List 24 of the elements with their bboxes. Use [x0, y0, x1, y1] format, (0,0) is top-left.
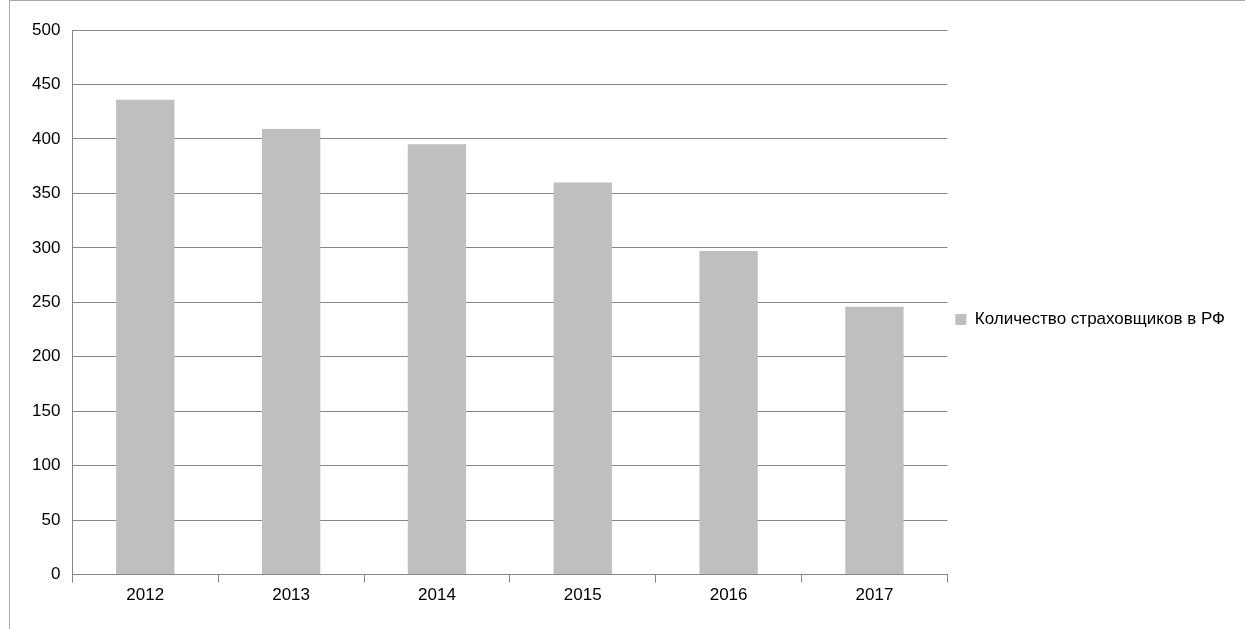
bar [699, 251, 758, 575]
y-tick-label: 50 [41, 509, 61, 529]
y-tick-label: 400 [31, 128, 61, 148]
x-tick-label: 2012 [126, 585, 165, 605]
bar [553, 182, 612, 575]
x-tick-label: 2017 [855, 585, 894, 605]
bar [261, 129, 321, 575]
y-tick-label: 250 [31, 291, 61, 311]
y-tick-label: 500 [31, 19, 61, 39]
y-tick-label: 450 [31, 74, 61, 94]
y-tick-label: 350 [31, 183, 61, 203]
y-tick-label: 200 [31, 346, 61, 366]
legend-label: Количество страховщиков в РФ [974, 309, 1225, 329]
x-tick-label: 2013 [272, 585, 311, 605]
bar [845, 306, 904, 575]
y-tick-label: 100 [31, 455, 61, 475]
bar [407, 144, 467, 575]
bar [116, 99, 175, 575]
x-tick-label: 2016 [709, 585, 748, 605]
y-tick-label: 150 [31, 400, 61, 420]
x-tick-label: 2014 [418, 585, 456, 605]
y-tick-label: 0 [50, 564, 61, 584]
y-tick-label: 300 [31, 237, 61, 257]
x-tick-label: 2015 [563, 585, 602, 605]
